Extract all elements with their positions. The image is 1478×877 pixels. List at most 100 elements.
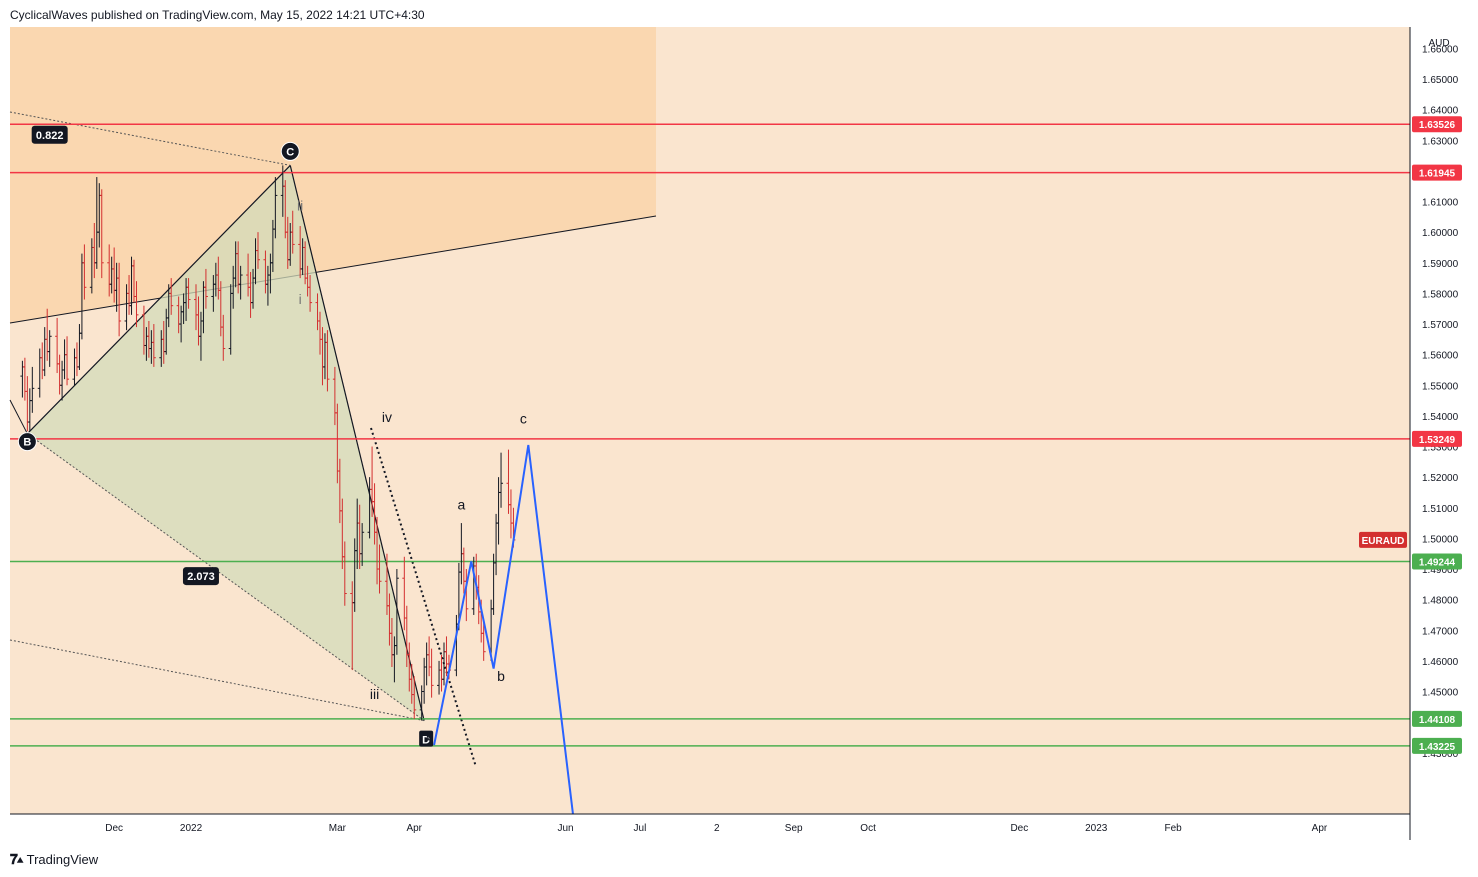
candle-139 — [499, 452, 504, 508]
time-tick-10: 2023 — [1085, 823, 1108, 834]
candle-9 — [47, 330, 52, 367]
candle-54 — [203, 268, 208, 309]
ratio-label-box-1 — [182, 567, 219, 586]
trend-lines — [370, 427, 477, 768]
candle-79 — [290, 210, 295, 254]
time-tick-5: Jul — [634, 823, 647, 834]
price-tick-20: 1.45000 — [1422, 688, 1459, 699]
candles — [20, 165, 516, 721]
candle-69 — [256, 232, 260, 269]
green-level-badge-1-box — [1412, 710, 1462, 727]
harmonic-point-badge — [280, 141, 300, 161]
ratio-label-1: 2.073 — [187, 571, 215, 583]
time-tick-0: Dec — [105, 823, 123, 834]
candle-119 — [429, 648, 434, 698]
candle-94 — [342, 541, 347, 606]
price-tick-14: 1.51000 — [1422, 504, 1459, 515]
price-tick-12: 1.53000 — [1422, 443, 1459, 454]
price-tick-16: 1.49000 — [1422, 565, 1459, 576]
price-tick-1: 1.65000 — [1422, 75, 1459, 86]
harmonic-leg-cd — [289, 165, 425, 721]
harmonic-point-label: D — [422, 735, 430, 747]
harmonic-ratio-line-bd — [27, 433, 425, 722]
time-tick-12: Apr — [1312, 823, 1328, 834]
candle-49 — [186, 278, 191, 309]
ratio-label-0: 0.822 — [36, 130, 64, 142]
candle-104 — [377, 544, 382, 594]
time-tick-11: Feb — [1165, 823, 1183, 834]
harmonic-point-label: B — [23, 437, 31, 449]
candle-59 — [221, 314, 226, 361]
tradingview-logo-icon: 𝟕▴ — [10, 851, 24, 867]
candle-74 — [273, 177, 278, 239]
price-tick-4: 1.61000 — [1422, 198, 1459, 209]
time-tick-6: 2 — [714, 823, 720, 834]
price-tick-22: 1.43000 — [1422, 749, 1459, 760]
price-tick-15: 1.50000 — [1422, 534, 1459, 545]
candle-34 — [134, 281, 139, 328]
dotted-trendline — [370, 427, 477, 768]
supply-zone-area — [10, 27, 656, 323]
wave-label-ii: ii — [297, 198, 303, 214]
price-tick-18: 1.47000 — [1422, 626, 1459, 637]
red-level-badge-0-box — [1412, 116, 1462, 133]
price-tick-5: 1.60000 — [1422, 228, 1459, 239]
red-level-badge-2: 1.53249 — [1419, 435, 1456, 446]
candle-24 — [99, 189, 104, 279]
candle-19 — [82, 244, 87, 300]
candle-14 — [65, 336, 70, 386]
candle-44 — [169, 278, 174, 315]
price-tick-19: 1.46000 — [1422, 657, 1459, 668]
candle-29 — [117, 262, 122, 337]
harmonic-point-badge — [419, 730, 434, 747]
harmonic-point-label: C — [286, 146, 294, 158]
price-tick-2: 1.64000 — [1422, 106, 1459, 117]
horizontal-levels[interactable] — [10, 123, 1410, 747]
footer-brand[interactable]: 𝟕▴ TradingView — [10, 851, 98, 868]
price-tick-6: 1.59000 — [1422, 259, 1459, 270]
red-level-badge-0: 1.63526 — [1419, 120, 1456, 131]
price-tick-11: 1.54000 — [1422, 412, 1459, 423]
wave-label-a: a — [457, 496, 465, 512]
price-tick-8: 1.57000 — [1422, 320, 1459, 331]
time-tick-9: Dec — [1010, 823, 1028, 834]
green-level-badge-1: 1.44108 — [1419, 715, 1456, 726]
candle-4 — [30, 366, 35, 413]
price-tick-0: 1.66000 — [1422, 44, 1459, 55]
wave-label-v: v — [426, 728, 433, 744]
harmonic-point-d: D — [419, 730, 434, 747]
candle-99 — [360, 523, 365, 566]
time-axis[interactable]: Dec 2022 Mar Apr Jun Jul 2 Sep Oct Dec 2023 Feb Apr — [105, 823, 1328, 834]
green-level-badge-0-box — [1412, 553, 1462, 570]
price-axis-background — [1410, 27, 1478, 814]
wave-label-iv: iv — [382, 409, 392, 425]
projection-polyline — [433, 444, 574, 815]
wave-label-b: b — [497, 668, 505, 684]
price-tick-17: 1.48000 — [1422, 596, 1459, 607]
harmonic-leg-ab — [9, 399, 28, 434]
price-tick-13: 1.52000 — [1422, 473, 1459, 484]
candle-89 — [325, 330, 330, 392]
harmonic-ratio-line-ac — [9, 111, 291, 166]
red-level-badge-2-box — [1412, 430, 1462, 447]
price-tick-7: 1.58000 — [1422, 289, 1459, 300]
zone-boundary-line — [9, 215, 657, 324]
green-level-badge-2: 1.43225 — [1419, 742, 1456, 753]
symbol-badge-box — [1359, 531, 1407, 548]
time-tick-2: Mar — [329, 823, 347, 834]
price-tick-3: 1.63000 — [1422, 136, 1459, 147]
wave-label-i: i — [299, 291, 302, 307]
footer-brand-text: TradingView — [26, 852, 99, 867]
time-tick-7: Sep — [785, 823, 803, 834]
time-tick-1: 2022 — [180, 823, 203, 834]
time-tick-4: Jun — [557, 823, 573, 834]
candle-134 — [481, 621, 486, 661]
time-tick-8: Oct — [860, 823, 876, 834]
candle-84 — [308, 275, 313, 312]
harmonic-pattern — [9, 111, 425, 722]
green-level-badge-2-box — [1412, 737, 1462, 754]
red-level-badge-1: 1.61945 — [1419, 169, 1456, 180]
harmonic-point-c: C — [280, 141, 300, 161]
